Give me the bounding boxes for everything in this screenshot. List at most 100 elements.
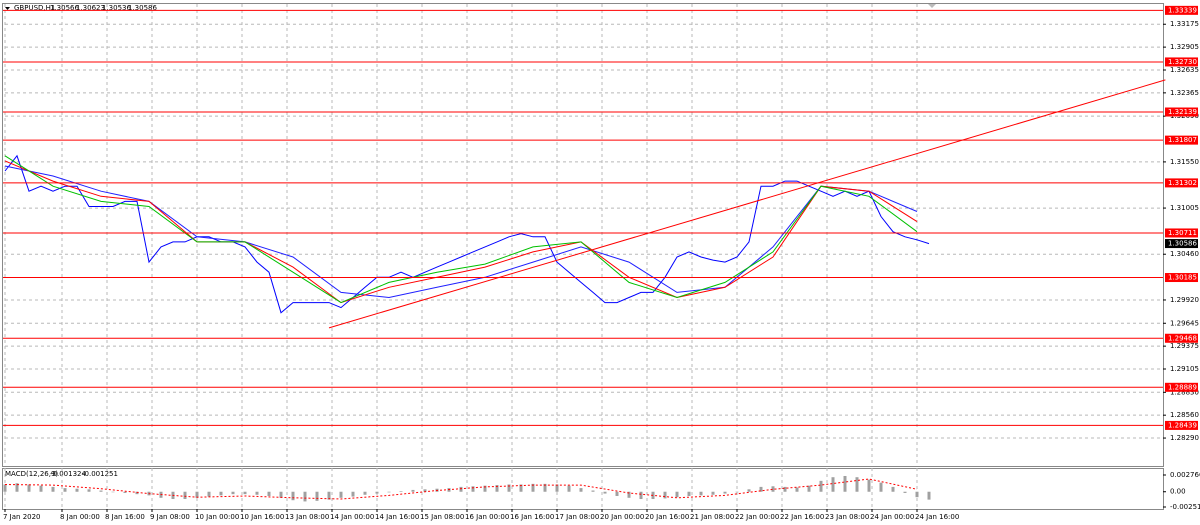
macd-bar	[351, 491, 355, 497]
macd-bar	[219, 491, 223, 496]
macd-bar	[183, 491, 187, 500]
level-label: 1.28889	[1168, 383, 1197, 391]
macd-bar	[51, 486, 55, 492]
macd-bar	[303, 491, 307, 502]
y-tick-label: 1.30460	[1170, 250, 1199, 258]
macd-bar	[711, 491, 715, 495]
macd-bar	[255, 491, 259, 495]
macd-bar	[99, 490, 103, 492]
macd-bar	[507, 484, 511, 492]
price-line	[4, 154, 930, 314]
level-label: 1.33339	[1168, 6, 1197, 14]
trend-line	[328, 79, 1166, 329]
macd-bar	[15, 483, 19, 492]
macd-bar	[879, 482, 883, 492]
x-tick-label: 14 Jan 00:00	[330, 513, 374, 521]
macd-bar	[591, 490, 595, 492]
x-tick-label: 21 Jan 08:00	[690, 513, 734, 521]
level-label-box	[1165, 382, 1198, 392]
macd-bar	[615, 491, 619, 496]
level-label: 1.30711	[1168, 229, 1197, 237]
level-label: 1.29468	[1168, 334, 1197, 342]
macd-bar	[831, 477, 835, 492]
y-tick-label: 1.28830	[1170, 388, 1199, 396]
macd-bar	[87, 489, 91, 492]
macd-reading: -0.001324	[50, 470, 86, 478]
macd-bar	[543, 483, 547, 492]
menu-arrow[interactable]	[5, 7, 10, 10]
y-tick-label: 1.33175	[1170, 20, 1199, 28]
level-label-box	[1165, 5, 1198, 15]
y-tick-label: 1.29645	[1170, 319, 1199, 327]
macd-bar	[207, 491, 211, 497]
y-tick-label: -0.002518	[1170, 503, 1200, 511]
macd-bar	[27, 484, 31, 492]
macd-bar	[867, 479, 871, 492]
level-label-box	[1165, 273, 1198, 283]
x-tick-label: 17 Jan 08:00	[555, 513, 599, 521]
macd-bar	[795, 487, 799, 492]
macd-bar	[639, 491, 643, 500]
macd-bar	[495, 485, 499, 492]
macd-bar	[483, 485, 487, 492]
macd-bar	[135, 491, 139, 495]
x-tick-label: 15 Jan 08:00	[420, 513, 464, 521]
macd-bar	[291, 491, 295, 501]
x-tick-label: 20 Jan 00:00	[600, 513, 644, 521]
x-tick-label: 16 Jan 16:00	[510, 513, 554, 521]
macd-bar	[231, 491, 235, 495]
macd-bar	[603, 491, 607, 494]
y-tick-label: 0.002766	[1170, 471, 1200, 479]
macd-reading: -0.001251	[82, 470, 118, 478]
macd-bar	[567, 485, 571, 492]
level-label: 1.31807	[1168, 136, 1197, 144]
y-tick-label: 1.32365	[1170, 89, 1199, 97]
level-label-box	[1165, 228, 1198, 238]
y-tick-label: 1.29375	[1170, 342, 1199, 350]
macd-bar	[903, 491, 907, 493]
y-tick-label: 1.28290	[1170, 434, 1199, 442]
x-tick-label: 16 Jan 00:00	[465, 513, 509, 521]
macd-bar	[399, 491, 403, 492]
macd-bar	[759, 486, 763, 492]
x-tick-label: 7 Jan 2020	[3, 513, 41, 521]
macd-bar	[531, 483, 535, 492]
level-label-box	[1165, 420, 1198, 430]
level-label: 1.32730	[1168, 58, 1197, 66]
macd-bar	[471, 486, 475, 492]
macd-bar	[555, 484, 559, 492]
y-tick-label: 1.32635	[1170, 66, 1199, 74]
macd-bar	[687, 491, 691, 496]
y-tick-label: 1.31550	[1170, 158, 1199, 166]
macd-bar	[411, 489, 415, 492]
macd-bar	[111, 491, 115, 493]
macd-bar	[39, 485, 43, 492]
current-price-label: 1.30586	[1168, 240, 1197, 248]
x-tick-label: 24 Jan 00:00	[870, 513, 914, 521]
macd-bar	[675, 491, 679, 498]
x-tick-label: 10 Jan 16:00	[240, 513, 284, 521]
macd-bar	[855, 477, 859, 492]
macd-bar	[3, 484, 7, 492]
ohlc-value: 1.30586	[128, 4, 157, 12]
x-tick-label: 23 Jan 08:00	[825, 513, 869, 521]
price-panel	[2, 3, 1164, 467]
macd-bar	[123, 491, 127, 493]
macd-bar	[387, 491, 391, 493]
x-tick-label: 22 Jan 16:00	[780, 513, 824, 521]
macd-bar	[627, 491, 631, 498]
chart-title: GBPUSD,H1	[14, 4, 55, 12]
moving-average	[4, 160, 918, 304]
macd-bar	[63, 488, 67, 492]
macd-bar	[195, 491, 199, 498]
macd-bar	[699, 491, 703, 496]
macd-bar	[459, 486, 463, 492]
y-tick-label: 1.29105	[1170, 365, 1199, 373]
level-label: 1.32139	[1168, 108, 1197, 116]
y-tick-label: 1.28560	[1170, 411, 1199, 419]
macd-bar	[891, 486, 895, 492]
shift-marker	[928, 4, 936, 8]
macd-bar	[315, 491, 319, 501]
macd-bar	[279, 491, 283, 498]
